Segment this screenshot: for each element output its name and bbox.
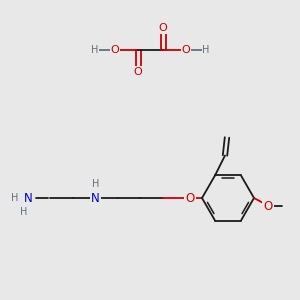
Text: O: O bbox=[185, 191, 195, 205]
Text: O: O bbox=[159, 23, 167, 33]
Text: H: H bbox=[92, 179, 99, 189]
Text: H: H bbox=[20, 207, 28, 217]
Text: O: O bbox=[182, 45, 190, 55]
Text: H: H bbox=[91, 45, 99, 55]
Text: N: N bbox=[24, 191, 32, 205]
Text: H: H bbox=[11, 193, 19, 203]
Text: O: O bbox=[134, 67, 142, 77]
Text: N: N bbox=[91, 191, 100, 205]
Text: O: O bbox=[111, 45, 119, 55]
Text: O: O bbox=[263, 200, 273, 212]
Text: H: H bbox=[202, 45, 210, 55]
